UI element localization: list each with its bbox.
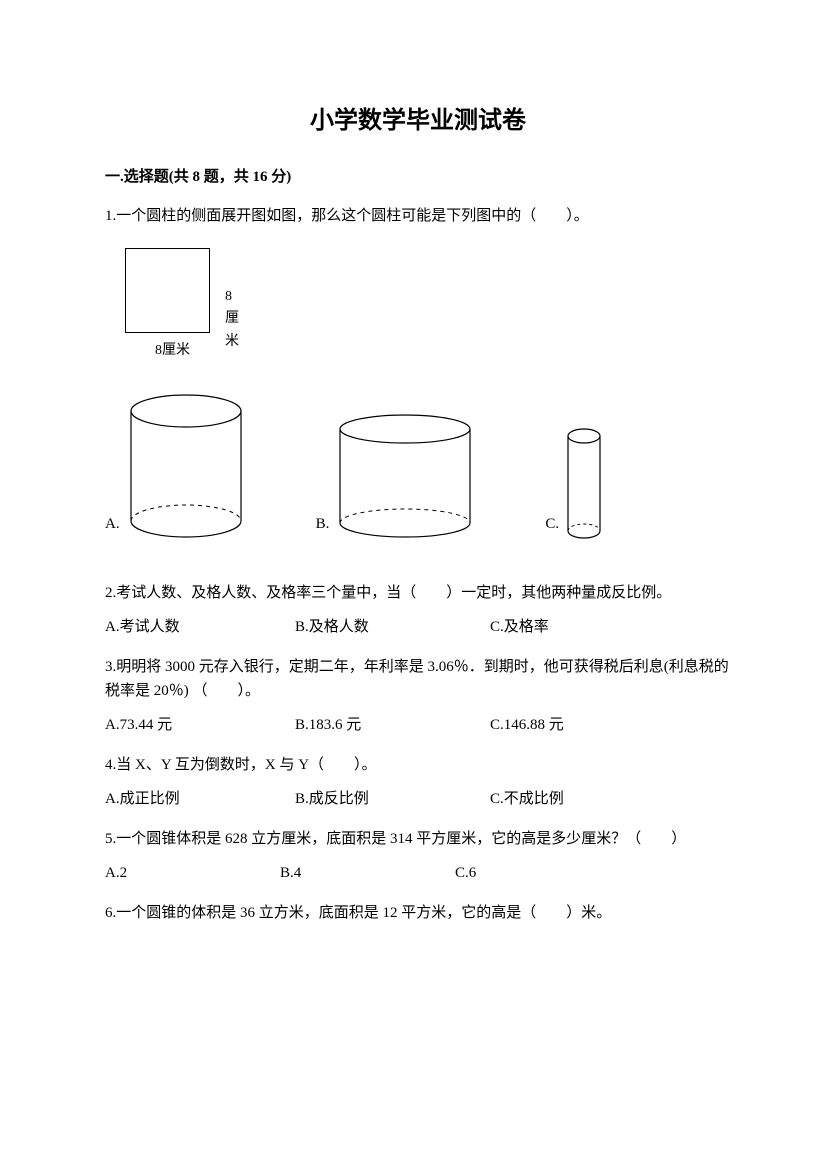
q1-opt-b: B.: [316, 411, 476, 541]
page-title: 小学数学毕业测试卷: [105, 100, 731, 135]
q5-opt-a: A.2: [105, 861, 280, 885]
q4-options: A.成正比例 B.成反比例 C.不成比例: [105, 787, 731, 811]
q3-opt-b: B.183.6 元: [295, 713, 490, 737]
q6-text: 6.一个圆锥的体积是 36 立方米，底面积是 12 平方米，它的高是（ ）米。: [105, 901, 731, 925]
cylinder-a-icon: [126, 391, 246, 541]
q1-opt-c: C.: [545, 426, 603, 541]
q4-opt-a: A.成正比例: [105, 787, 295, 811]
opt-b-label: B.: [316, 512, 330, 541]
section-1-header: 一.选择题(共 8 题，共 16 分): [105, 165, 731, 186]
q2-opt-c: C.及格率: [490, 615, 549, 639]
square-label-right: 8厘米: [225, 286, 239, 353]
opt-c-label: C.: [545, 512, 559, 541]
q1-opt-a: A.: [105, 391, 246, 541]
question-5: 5.一个圆锥体积是 628 立方厘米，底面积是 314 平方厘米，它的高是多少厘…: [105, 827, 731, 885]
q2-options: A.考试人数 B.及格人数 C.及格率: [105, 615, 731, 639]
q1-text: 1.一个圆柱的侧面展开图如图，那么这个圆柱可能是下列图中的（ ）。: [105, 204, 731, 228]
q5-opt-c: C.6: [455, 861, 476, 885]
q2-opt-b: B.及格人数: [295, 615, 490, 639]
q2-text: 2.考试人数、及格人数、及格率三个量中，当（ ）一定时，其他两种量成反比例。: [105, 581, 731, 605]
q4-opt-c: C.不成比例: [490, 787, 564, 811]
question-1: 1.一个圆柱的侧面展开图如图，那么这个圆柱可能是下列图中的（ ）。 8厘米 8厘…: [105, 204, 731, 541]
question-3: 3.明明将 3000 元存入银行，定期二年，年利率是 3.06％．到期时，他可获…: [105, 655, 731, 737]
q3-opt-a: A.73.44 元: [105, 713, 295, 737]
cylinder-b-icon: [335, 411, 475, 541]
q1-options: A. B. C.: [105, 391, 731, 541]
cylinder-c-icon: [565, 426, 603, 541]
q5-opt-b: B.4: [280, 861, 455, 885]
question-4: 4.当 X、Y 互为倒数时，X 与 Y（ ）。 A.成正比例 B.成反比例 C.…: [105, 753, 731, 811]
q5-options: A.2 B.4 C.6: [105, 861, 731, 885]
q3-opt-c: C.146.88 元: [490, 713, 564, 737]
q3-options: A.73.44 元 B.183.6 元 C.146.88 元: [105, 713, 731, 737]
q1-figure: 8厘米 8厘米: [125, 248, 731, 341]
q5-text: 5.一个圆锥体积是 628 立方厘米，底面积是 314 平方厘米，它的高是多少厘…: [105, 827, 731, 851]
q4-text: 4.当 X、Y 互为倒数时，X 与 Y（ ）。: [105, 753, 731, 777]
square-label-bottom: 8厘米: [155, 340, 190, 362]
q4-opt-b: B.成反比例: [295, 787, 490, 811]
square-shape: [125, 248, 210, 333]
question-2: 2.考试人数、及格人数、及格率三个量中，当（ ）一定时，其他两种量成反比例。 A…: [105, 581, 731, 639]
q2-opt-a: A.考试人数: [105, 615, 295, 639]
question-6: 6.一个圆锥的体积是 36 立方米，底面积是 12 平方米，它的高是（ ）米。: [105, 901, 731, 925]
q3-text: 3.明明将 3000 元存入银行，定期二年，年利率是 3.06％．到期时，他可获…: [105, 655, 731, 703]
opt-a-label: A.: [105, 512, 120, 541]
